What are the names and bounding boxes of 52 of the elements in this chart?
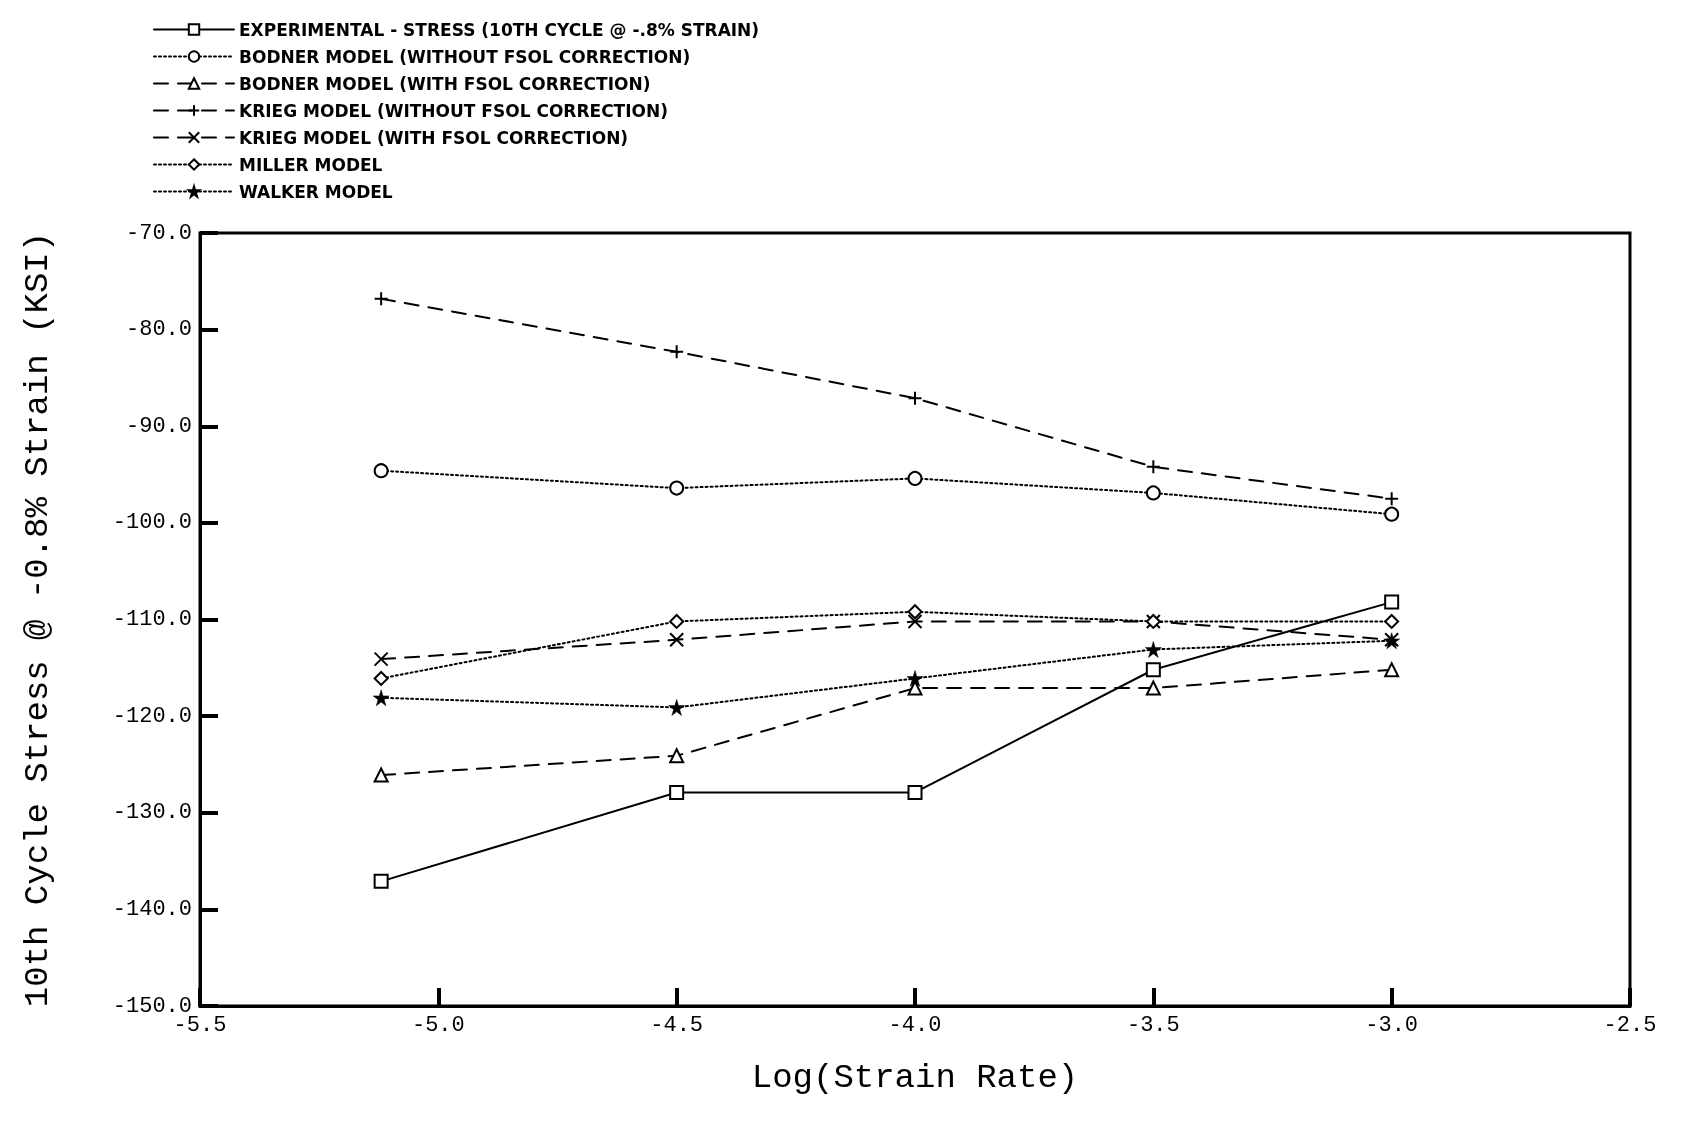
- point: [669, 748, 685, 764]
- point: [1145, 485, 1161, 501]
- y-tick-label: -130.0: [112, 800, 192, 826]
- legend-label: WALKER MODEL: [239, 181, 393, 202]
- point: [1384, 491, 1400, 507]
- point: [1384, 662, 1400, 678]
- point: [669, 480, 685, 496]
- point: [906, 670, 924, 687]
- y-tick-label: -70.0: [125, 220, 192, 246]
- y-tick-label: -90.0: [125, 413, 192, 439]
- legend-label: BODNER MODEL (WITHOUT FSOL CORRECTION): [239, 46, 691, 67]
- point: [373, 291, 389, 307]
- x-axis-title: Log(Strain Rate): [751, 1059, 1079, 1097]
- point: [1145, 641, 1162, 658]
- y-tick-label: -110.0: [112, 607, 192, 632]
- point: [372, 689, 390, 707]
- point: [373, 670, 389, 686]
- legend-label: KRIEG MODEL (WITHOUT FSOL CORRECTION): [239, 100, 668, 121]
- point: [907, 784, 923, 800]
- point: [1384, 613, 1400, 629]
- x-tick-label: -4.0: [888, 1012, 942, 1038]
- point: [373, 767, 389, 783]
- point: [373, 873, 389, 889]
- point: [907, 613, 923, 629]
- point: [669, 344, 685, 360]
- x-tick-label: -5.0: [411, 1012, 465, 1038]
- y-tick-label: -120.0: [112, 703, 192, 729]
- point: [1145, 662, 1161, 678]
- y-axis-title: 10th Cycle Stress @ -0.8% Strain (KSI): [19, 231, 57, 1008]
- point: [1384, 506, 1400, 522]
- x-tick-label: -2.5: [1603, 1012, 1657, 1038]
- legend-label: BODNER MODEL (WITH FSOL CORRECTION): [239, 73, 651, 94]
- y-tick-label: -140.0: [112, 896, 192, 922]
- point: [668, 699, 685, 716]
- y-tick-label: -100.0: [112, 510, 192, 536]
- x-tick-label: -4.5: [650, 1012, 704, 1038]
- y-tick-label: -80.0: [125, 317, 192, 343]
- point: [907, 470, 923, 486]
- point: [669, 784, 685, 800]
- point: [907, 604, 923, 620]
- point: [669, 613, 685, 629]
- x-tick-label: -3.5: [1126, 1012, 1180, 1038]
- point: [373, 463, 389, 479]
- legend-label: KRIEG MODEL (WITH FSOL CORRECTION): [239, 127, 629, 148]
- point: [669, 632, 685, 648]
- legend-label: MILLER MODEL: [239, 154, 383, 175]
- x-tick-label: -3.0: [1365, 1012, 1419, 1038]
- point: [1384, 594, 1400, 610]
- point: [373, 651, 389, 667]
- point: [1145, 459, 1161, 475]
- legend-label: EXPERIMENTAL - STRESS (10TH CYCLE @ -.8% STRAIN): [239, 19, 760, 40]
- point: [1145, 680, 1161, 696]
